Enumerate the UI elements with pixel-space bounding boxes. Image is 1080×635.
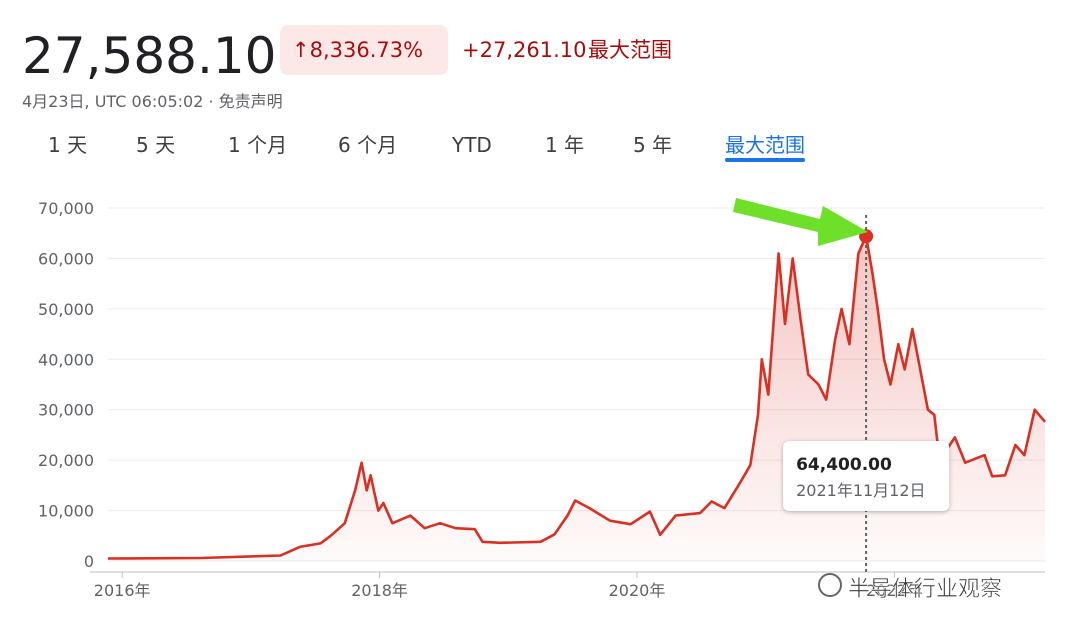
- y-tick-label: 60,000: [38, 249, 94, 268]
- tab[interactable]: 1 年: [545, 133, 584, 157]
- tab[interactable]: YTD: [451, 133, 492, 157]
- x-tick-label: 2020年: [609, 581, 666, 600]
- change-abs: +27,261.10: [462, 38, 586, 62]
- tab-indicator: [725, 158, 805, 162]
- line: [107, 234, 1046, 560]
- tab[interactable]: 6 个月: [338, 133, 397, 157]
- tab[interactable]: 1 天: [48, 133, 87, 157]
- watermark-icon: [818, 573, 842, 597]
- x-tick-label: 2018年: [351, 581, 408, 600]
- y-tick-label: 50,000: [38, 300, 94, 319]
- y-tick-label: 0: [84, 552, 94, 571]
- x-tick-label: 2022年: [866, 581, 923, 600]
- tab[interactable]: 1 个月: [228, 133, 287, 157]
- change-badge: [280, 25, 448, 75]
- tooltip-date: 2021年11月12日: [796, 481, 925, 500]
- y-tick-label: 40,000: [38, 350, 94, 369]
- timestamp: 4月23日, UTC 06:05:02 · 免责声明: [22, 92, 283, 111]
- arrow: [733, 198, 868, 246]
- range-label: 最大范围: [588, 38, 672, 62]
- tooltip-box: [783, 441, 950, 511]
- tab-bar: 1 天 5 天 1 个月 6 个月 YTD 1 年 5 年 最大范围: [48, 133, 805, 162]
- y-tick-label: 70,000: [38, 199, 94, 218]
- y-tick-label: 20,000: [38, 451, 94, 470]
- tab[interactable]: 5 天: [136, 133, 175, 157]
- tooltip-value: 64,400.00: [796, 455, 892, 475]
- y-tick-label: 10,000: [38, 502, 94, 521]
- price: 27,588.10: [22, 27, 276, 85]
- tooltip: 64,400.00 2021年11月12日: [783, 441, 950, 511]
- y-tick-label: 30,000: [38, 401, 94, 420]
- tab[interactable]: 最大范围: [725, 133, 805, 157]
- tab[interactable]: 5 年: [633, 133, 672, 157]
- x-tick-label: 2016年: [94, 581, 151, 600]
- change-pct: ↑8,336.73%: [292, 38, 423, 62]
- watermark: 半导体行业观察: [848, 577, 1002, 602]
